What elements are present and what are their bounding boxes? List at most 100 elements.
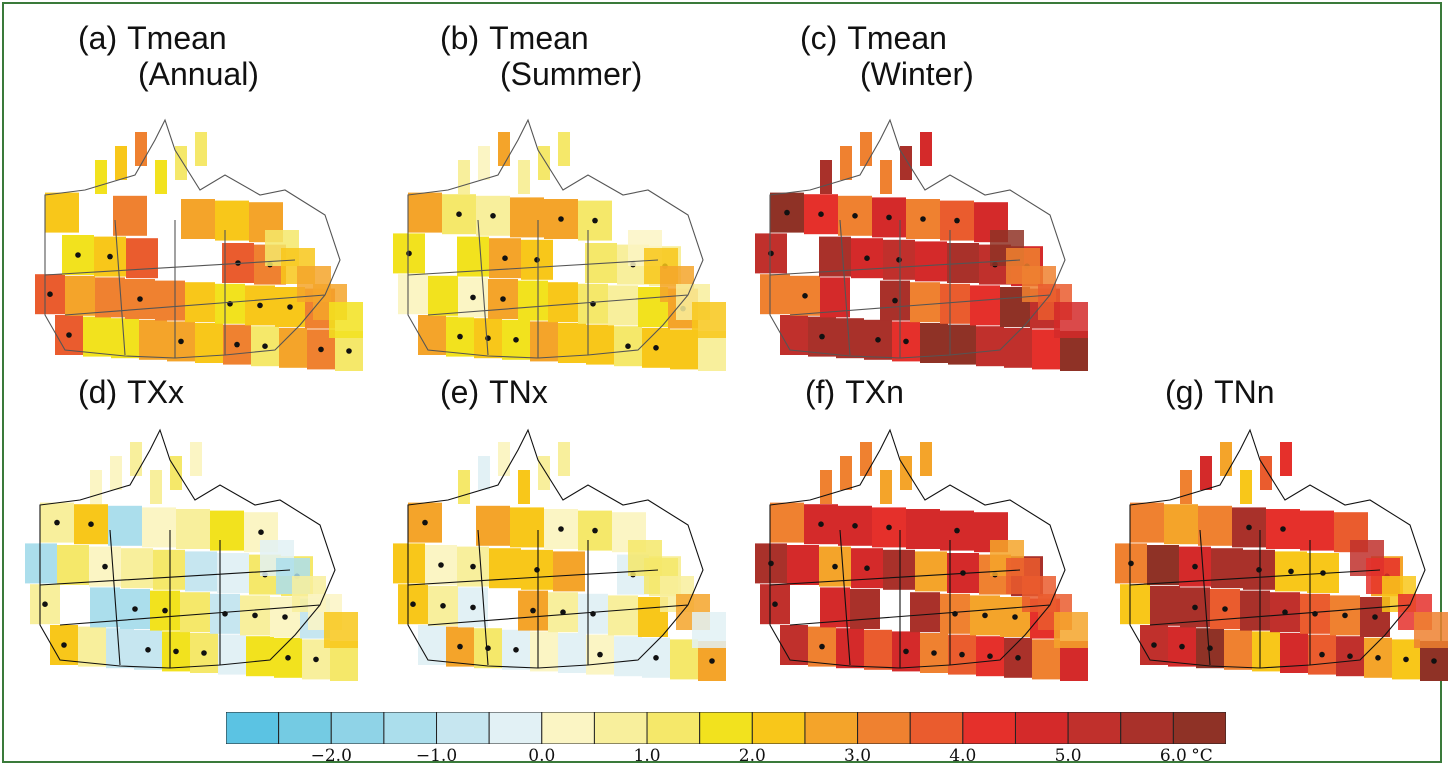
grid-cell <box>1414 612 1448 648</box>
grid-cell <box>1220 442 1232 476</box>
significance-dot <box>313 656 319 663</box>
grid-cell <box>586 324 614 365</box>
colorbar-swatch <box>330 712 385 744</box>
grid-cell <box>135 132 147 166</box>
grid-cell <box>1200 456 1212 490</box>
significance-dot <box>318 346 324 353</box>
grid-cell <box>840 146 852 180</box>
grid-cell <box>170 456 182 490</box>
grid-cell <box>518 470 530 504</box>
significance-dot <box>819 333 825 340</box>
significance-dot <box>1012 614 1018 620</box>
significance-dot <box>784 209 790 216</box>
grid-cell <box>478 456 490 490</box>
grid-cell <box>970 285 1000 326</box>
significance-dot <box>903 648 909 655</box>
significance-dot <box>1151 642 1157 648</box>
grid-cell <box>1240 590 1270 631</box>
panel-d-label: (d) TXx <box>78 374 184 410</box>
grid-cell <box>45 192 79 233</box>
grid-cell <box>608 285 638 326</box>
grid-cell <box>1198 505 1232 546</box>
significance-dot <box>987 653 993 659</box>
significance-dot <box>470 294 476 301</box>
significance-dot <box>852 213 858 219</box>
significance-dot <box>54 519 60 526</box>
grid-cell <box>1164 504 1198 545</box>
colorbar-swatch <box>1014 712 1069 744</box>
map-panel-a <box>35 118 363 371</box>
panel-g-label: (g) TNn <box>1165 374 1275 410</box>
grid-cell <box>548 282 578 323</box>
grid-cell <box>1240 470 1252 504</box>
grid-cell <box>195 132 207 166</box>
significance-dot <box>470 563 476 570</box>
panel-c-label: (c) Tmean (Winter) <box>800 20 974 92</box>
grid-cell <box>324 612 358 648</box>
significance-dot <box>438 562 444 568</box>
grid-cell <box>180 592 210 633</box>
grid-cell <box>770 502 804 543</box>
grid-cell <box>1211 548 1243 589</box>
grid-cell <box>883 549 915 590</box>
colorbar-swatch <box>751 712 806 744</box>
grid-cell <box>518 160 530 194</box>
grid-cell <box>510 197 544 238</box>
significance-dot <box>931 650 937 656</box>
significance-dot <box>1375 655 1381 661</box>
grid-cell <box>113 195 147 236</box>
grid-cell <box>976 326 1004 367</box>
colorbar-swatch <box>962 712 1016 744</box>
grid-cell <box>393 543 425 584</box>
grid-cell <box>840 456 852 490</box>
grid-cell <box>692 302 726 338</box>
grid-cell <box>1252 631 1280 672</box>
grid-cell <box>1120 584 1150 625</box>
significance-dot <box>485 645 491 651</box>
colorbar-swatch <box>593 712 648 744</box>
grid-cell <box>108 505 142 546</box>
colorbar-swatch <box>383 712 438 744</box>
colorbar-swatch <box>646 712 701 744</box>
map-panel-b <box>393 118 726 371</box>
grid-cell <box>185 551 217 592</box>
grid-cell <box>83 316 111 357</box>
significance-dot <box>61 642 67 648</box>
significance-dot <box>818 521 824 527</box>
significance-dot <box>201 650 207 656</box>
colorbar-swatch <box>1120 712 1174 744</box>
significance-dot <box>903 338 909 345</box>
map-panel-e <box>393 428 726 681</box>
panel-e-label: (e) TNx <box>440 374 548 410</box>
map-panel-c <box>755 118 1088 371</box>
grid-cell <box>155 160 167 194</box>
grid-cell <box>860 442 872 476</box>
significance-dot <box>422 519 428 526</box>
significance-dot <box>1342 612 1348 619</box>
significance-dot <box>982 612 988 619</box>
significance-dot <box>1347 653 1353 659</box>
significance-dot <box>1319 651 1325 658</box>
panel-f-label: (f) TXn <box>805 374 904 410</box>
grid-cell <box>428 275 458 316</box>
grid-cell <box>780 625 808 665</box>
significance-dot <box>282 614 288 620</box>
grid-cell <box>418 315 446 355</box>
grid-cell <box>185 282 215 323</box>
grid-cell <box>65 275 95 316</box>
grid-cell <box>246 636 274 677</box>
panel-b-label: (b) Tmean (Summer) <box>440 20 643 92</box>
significance-dot <box>178 338 184 345</box>
grid-cell <box>476 505 510 546</box>
significance-dot <box>802 293 808 299</box>
grid-cell <box>398 274 428 315</box>
significance-dot <box>886 524 892 531</box>
grid-cell <box>1280 442 1292 476</box>
colorbar-swatch <box>1172 712 1226 744</box>
grid-cell <box>153 549 185 590</box>
significance-dot <box>1192 563 1198 570</box>
grid-cell <box>57 545 89 585</box>
grid-cell <box>190 442 202 476</box>
grid-cell <box>458 160 470 194</box>
colorbar-swatch <box>909 712 964 744</box>
